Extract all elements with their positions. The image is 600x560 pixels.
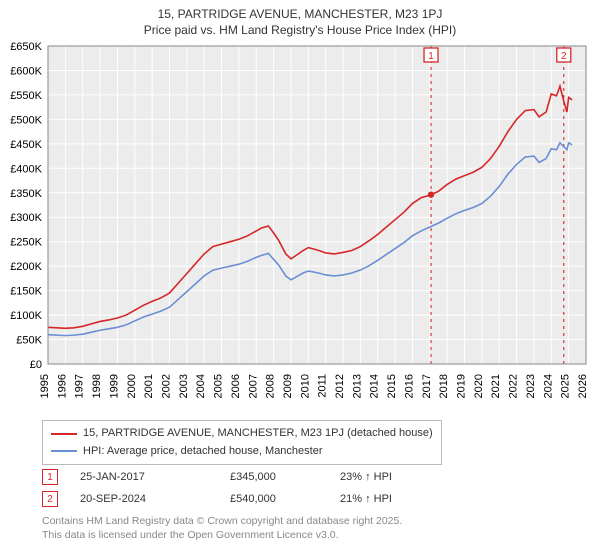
svg-text:£300K: £300K bbox=[10, 212, 42, 224]
legend-label: 15, PARTRIDGE AVENUE, MANCHESTER, M23 1P… bbox=[83, 425, 433, 443]
svg-text:£650K: £650K bbox=[10, 42, 42, 53]
copyright-block: Contains HM Land Registry data © Crown c… bbox=[42, 514, 402, 542]
svg-text:2006: 2006 bbox=[230, 374, 242, 398]
svg-text:2002: 2002 bbox=[160, 374, 172, 398]
svg-text:2021: 2021 bbox=[490, 374, 502, 398]
svg-text:£350K: £350K bbox=[10, 188, 42, 200]
svg-text:1: 1 bbox=[428, 51, 434, 62]
chart-svg: £0 £50K £100K £150K £200K £250K £300K £350K £400… bbox=[0, 42, 600, 412]
svg-text:2024: 2024 bbox=[542, 374, 554, 398]
title-line-2: Price paid vs. HM Land Registry's House … bbox=[0, 22, 600, 38]
svg-text:£200K: £200K bbox=[10, 261, 42, 273]
svg-text:1998: 1998 bbox=[91, 374, 103, 398]
legend-swatch bbox=[51, 433, 77, 435]
title-line-1: 15, PARTRIDGE AVENUE, MANCHESTER, M23 1P… bbox=[0, 6, 600, 22]
copyright-line-1: Contains HM Land Registry data © Crown c… bbox=[42, 514, 402, 528]
svg-text:£400K: £400K bbox=[10, 163, 42, 175]
svg-text:£500K: £500K bbox=[10, 114, 42, 126]
transaction-delta: 21% ↑ HPI bbox=[340, 493, 440, 505]
svg-text:£550K: £550K bbox=[10, 90, 42, 102]
svg-text:1997: 1997 bbox=[74, 374, 86, 398]
svg-text:2009: 2009 bbox=[282, 374, 294, 398]
svg-text:2026: 2026 bbox=[577, 374, 589, 398]
svg-text:2018: 2018 bbox=[438, 374, 450, 398]
svg-text:2014: 2014 bbox=[369, 374, 381, 398]
svg-text:2022: 2022 bbox=[508, 374, 520, 398]
transaction-delta: 23% ↑ HPI bbox=[340, 471, 440, 483]
transactions-table: 1 25-JAN-2017£345,00023% ↑ HPI 2 20-SEP-202… bbox=[42, 466, 440, 510]
svg-text:1999: 1999 bbox=[108, 374, 120, 398]
transaction-row: 2 20-SEP-2024£540,00021% ↑ HPI bbox=[42, 488, 440, 510]
svg-text:1996: 1996 bbox=[56, 374, 68, 398]
legend-row: HPI: Average price, detached house, Manc… bbox=[51, 443, 433, 461]
transaction-badge: 2 bbox=[42, 491, 58, 507]
chart-area: £0 £50K £100K £150K £200K £250K £300K £350K £400… bbox=[0, 42, 600, 412]
svg-text:2016: 2016 bbox=[403, 374, 415, 398]
svg-text:1995: 1995 bbox=[39, 374, 51, 398]
svg-text:£450K: £450K bbox=[10, 139, 42, 151]
svg-text:2017: 2017 bbox=[421, 374, 433, 398]
svg-text:2008: 2008 bbox=[265, 374, 277, 398]
transaction-badge: 1 bbox=[42, 469, 58, 485]
svg-text:£50K: £50K bbox=[16, 335, 42, 347]
svg-text:2015: 2015 bbox=[386, 374, 398, 398]
transaction-row: 1 25-JAN-2017£345,00023% ↑ HPI bbox=[42, 466, 440, 488]
svg-text:2019: 2019 bbox=[456, 374, 468, 398]
legend: 15, PARTRIDGE AVENUE, MANCHESTER, M23 1P… bbox=[42, 420, 442, 465]
svg-text:2025: 2025 bbox=[560, 374, 572, 398]
svg-text:2011: 2011 bbox=[317, 374, 329, 398]
transaction-price: £540,000 bbox=[230, 493, 340, 505]
svg-text:£600K: £600K bbox=[10, 65, 42, 77]
legend-row: 15, PARTRIDGE AVENUE, MANCHESTER, M23 1P… bbox=[51, 425, 433, 443]
svg-text:2000: 2000 bbox=[126, 374, 138, 398]
svg-text:2005: 2005 bbox=[213, 374, 225, 398]
svg-text:£150K: £150K bbox=[10, 286, 42, 298]
svg-text:2020: 2020 bbox=[473, 374, 485, 398]
transaction-price: £345,000 bbox=[230, 471, 340, 483]
legend-label: HPI: Average price, detached house, Manc… bbox=[83, 443, 323, 461]
svg-text:2: 2 bbox=[561, 51, 567, 62]
legend-swatch bbox=[51, 450, 77, 452]
svg-text:£250K: £250K bbox=[10, 237, 42, 249]
svg-text:2003: 2003 bbox=[178, 374, 190, 398]
chart-title-block: 15, PARTRIDGE AVENUE, MANCHESTER, M23 1P… bbox=[0, 0, 600, 38]
svg-text:2007: 2007 bbox=[247, 374, 259, 398]
copyright-line-2: This data is licensed under the Open Gov… bbox=[42, 528, 402, 542]
svg-text:£0: £0 bbox=[30, 359, 42, 371]
svg-text:2001: 2001 bbox=[143, 374, 155, 398]
svg-text:2004: 2004 bbox=[195, 374, 207, 398]
transaction-date: 20-SEP-2024 bbox=[80, 493, 230, 505]
svg-text:2010: 2010 bbox=[299, 374, 311, 398]
transaction-date: 25-JAN-2017 bbox=[80, 471, 230, 483]
svg-text:£100K: £100K bbox=[10, 310, 42, 322]
svg-text:2012: 2012 bbox=[334, 374, 346, 398]
svg-text:2023: 2023 bbox=[525, 374, 537, 398]
svg-text:2013: 2013 bbox=[351, 374, 363, 398]
